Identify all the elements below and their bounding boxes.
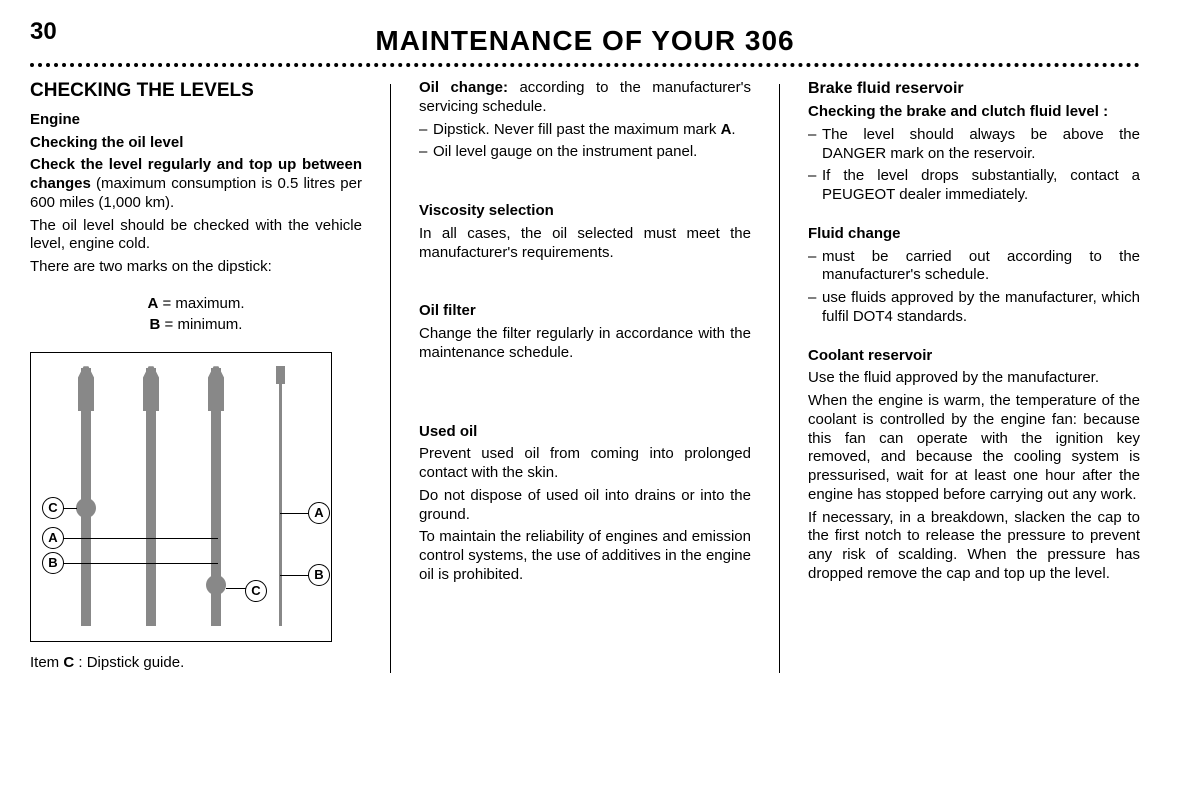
label-a-right: A <box>308 502 330 524</box>
column-3: Brake fluid reservoir Checking the brake… <box>808 79 1140 673</box>
line-b-right <box>291 575 309 576</box>
oil-change-h: Oil change: <box>419 79 508 96</box>
fluid-bullet-2: use fluids approved by the manufacturer,… <box>822 289 1140 327</box>
legend-a: A = maximum. <box>30 295 362 314</box>
legend-a-key: A <box>147 295 158 312</box>
dot-c-top <box>76 498 96 518</box>
line-b <box>63 563 218 564</box>
line-c-left <box>63 508 77 509</box>
col1-sub-oil: Checking the oil level <box>30 134 362 153</box>
line-a <box>63 538 218 539</box>
divider-dotted <box>30 63 1140 67</box>
dipstick-diagram: C A B A B C <box>30 352 332 642</box>
col1-p1: Check the level regularly and top up bet… <box>30 156 362 212</box>
used-oil-p1: Prevent used oil from coming into prolon… <box>419 445 751 483</box>
column-2: Oil change: according to the manufacture… <box>419 79 751 673</box>
column-1: CHECKING THE LEVELS Engine Checking the … <box>30 79 362 673</box>
brake-h: Brake fluid reservoir <box>808 79 1140 99</box>
col1-heading: CHECKING THE LEVELS <box>30 79 362 103</box>
label-b-right: B <box>308 564 330 586</box>
viscosity-h: Viscosity selection <box>419 202 751 221</box>
coolant-p2: When the engine is warm, the temperature… <box>808 392 1140 505</box>
dot-c-bottom <box>206 575 226 595</box>
viscosity-p: In all cases, the oil selected must meet… <box>419 225 751 263</box>
label-b-left: B <box>42 552 64 574</box>
used-oil-section: Used oil Prevent used oil from coming in… <box>419 423 751 585</box>
coolant-h: Coolant reservoir <box>808 347 1140 366</box>
line-a-right <box>291 513 309 514</box>
coolant-p1: Use the fluid approved by the manufactur… <box>808 369 1140 388</box>
brake-sub: Checking the brake and clutch fluid leve… <box>808 103 1140 122</box>
legend-b-val: = minimum. <box>160 316 242 333</box>
dipstick-2 <box>146 368 156 626</box>
used-oil-p3: To maintain the reliability of engines a… <box>419 528 751 584</box>
filter-h: Oil filter <box>419 302 751 321</box>
coolant-section: Coolant reservoir Use the fluid approved… <box>808 347 1140 584</box>
legend-b-key: B <box>150 316 161 333</box>
label-c-topleft: C <box>42 497 64 519</box>
brake-bullets: The level should always be above the DAN… <box>808 126 1140 205</box>
viscosity-section: Viscosity selection In all cases, the oi… <box>419 202 751 262</box>
label-c-bottomright: C <box>245 580 267 602</box>
column-divider-1 <box>390 84 391 673</box>
dipstick-thin <box>279 368 282 626</box>
oil-change-para: Oil change: according to the manufacture… <box>419 79 751 117</box>
filter-section: Oil filter Change the filter regularly i… <box>419 302 751 362</box>
used-oil-h: Used oil <box>419 423 751 442</box>
caption-key: C <box>63 654 74 671</box>
legend: A = maximum. B = minimum. <box>30 295 362 335</box>
brake-bullet-1: The level should always be above the DAN… <box>822 126 1140 164</box>
caption-pre: Item <box>30 654 63 671</box>
oil-bullet-1: Dipstick. Never fill past the maximum ma… <box>433 121 751 140</box>
diagram-caption: Item C : Dipstick guide. <box>30 654 362 673</box>
fluid-change-h: Fluid change <box>808 225 1140 244</box>
legend-a-val: = maximum. <box>158 295 244 312</box>
used-oil-p2: Do not dispose of used oil into drains o… <box>419 487 751 525</box>
line-c-right <box>226 588 246 589</box>
content-columns: CHECKING THE LEVELS Engine Checking the … <box>30 79 1140 673</box>
brake-section: Brake fluid reservoir Checking the brake… <box>808 79 1140 205</box>
page-number: 30 <box>30 18 57 46</box>
fluid-bullet-1: must be carried out according to the man… <box>822 248 1140 286</box>
caption-post: : Dipstick guide. <box>74 654 184 671</box>
dipstick-1 <box>81 368 91 626</box>
brake-bullet-2: If the level drops substantially, contac… <box>822 167 1140 205</box>
column-divider-2 <box>779 84 780 673</box>
legend-b: B = minimum. <box>30 316 362 335</box>
col1-p2: The oil level should be checked with the… <box>30 217 362 255</box>
main-title: MAINTENANCE OF YOUR 306 <box>30 25 1140 57</box>
fluid-change-section: Fluid change must be carried out accordi… <box>808 225 1140 327</box>
oil-change-section: Oil change: according to the manufacture… <box>419 79 751 162</box>
col1-p3: There are two marks on the dipstick: <box>30 258 362 277</box>
coolant-p3: If necessary, in a breakdown, slacken th… <box>808 509 1140 584</box>
label-a-left: A <box>42 527 64 549</box>
oil-bullet-2: Oil level gauge on the instrument panel. <box>433 143 751 162</box>
filter-p: Change the filter regularly in accordanc… <box>419 325 751 363</box>
oil-change-bullets: Dipstick. Never fill past the maximum ma… <box>419 121 751 163</box>
col1-sub-engine: Engine <box>30 111 362 130</box>
fluid-change-bullets: must be carried out according to the man… <box>808 248 1140 327</box>
